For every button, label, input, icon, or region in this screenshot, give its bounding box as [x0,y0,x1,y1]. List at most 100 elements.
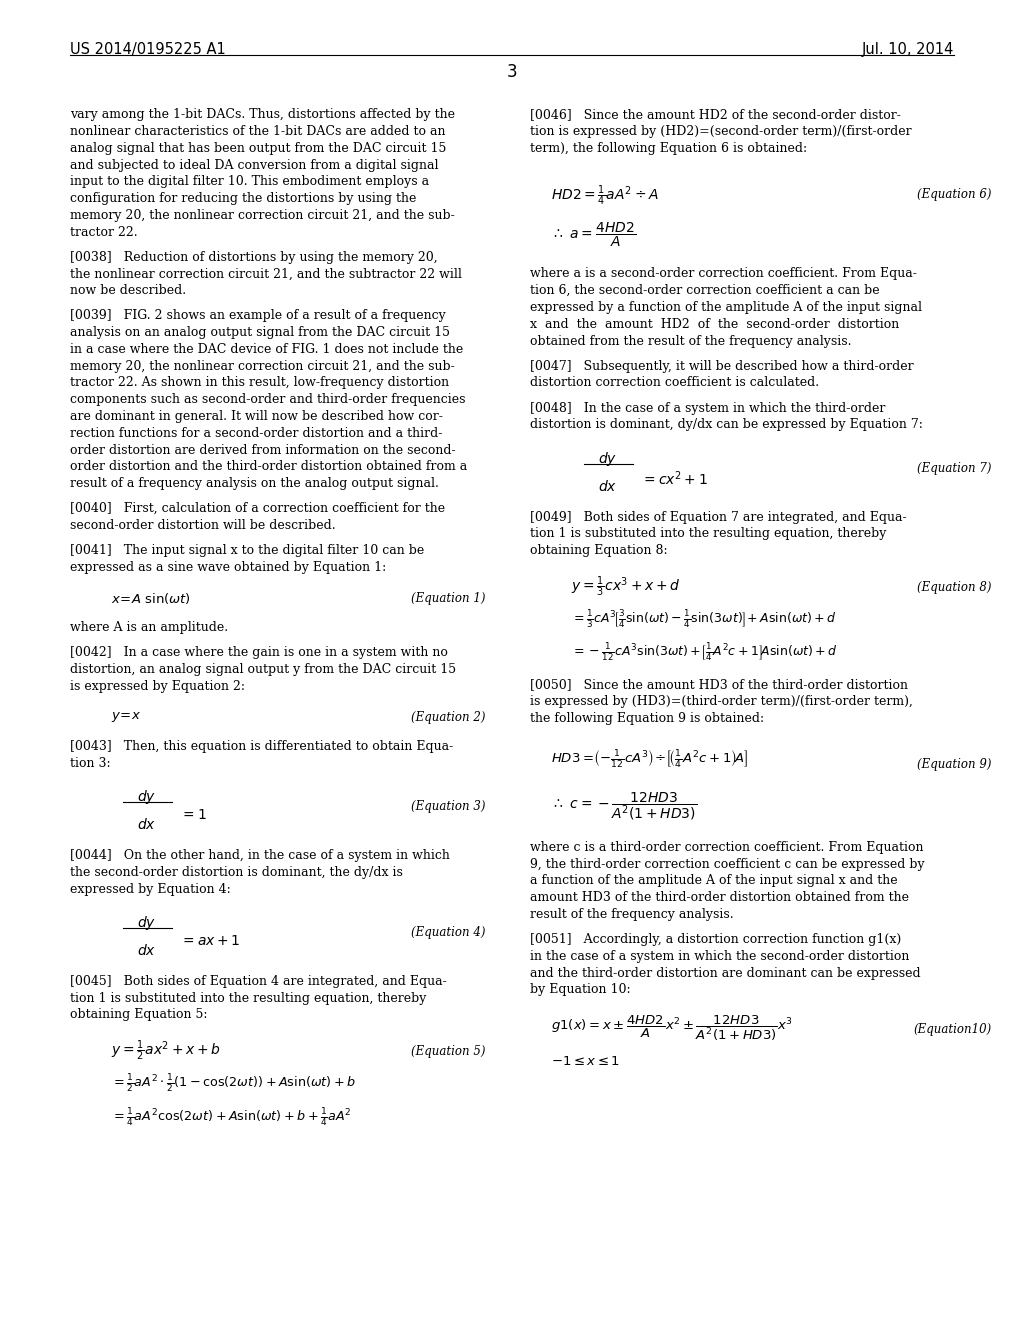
Text: $= cx^2 + 1$: $= cx^2 + 1$ [641,470,708,488]
Text: $dy$: $dy$ [598,450,616,467]
Text: by Equation 10:: by Equation 10: [530,983,631,997]
Text: $dy$: $dy$ [137,913,156,932]
Text: the following Equation 9 is obtained:: the following Equation 9 is obtained: [530,711,765,725]
Text: $= 1$: $= 1$ [180,808,207,822]
Text: and subjected to ideal DA conversion from a digital signal: and subjected to ideal DA conversion fro… [70,158,438,172]
Text: analysis on an analog output signal from the DAC circuit 15: analysis on an analog output signal from… [70,326,450,339]
Text: where c is a third-order correction coefficient. From Equation: where c is a third-order correction coef… [530,841,924,854]
Text: (Equation 2): (Equation 2) [411,711,485,725]
Text: $HD2 = \frac{1}{4}aA^{2} \div A$: $HD2 = \frac{1}{4}aA^{2} \div A$ [551,183,658,209]
Text: term), the following Equation 6 is obtained:: term), the following Equation 6 is obtai… [530,141,808,154]
Text: obtaining Equation 5:: obtaining Equation 5: [70,1008,207,1022]
Text: (Equation 1): (Equation 1) [411,593,485,606]
Text: tractor 22. As shown in this result, low-frequency distortion: tractor 22. As shown in this result, low… [70,376,449,389]
Text: obtaining Equation 8:: obtaining Equation 8: [530,544,668,557]
Text: distortion correction coefficient is calculated.: distortion correction coefficient is cal… [530,376,819,389]
Text: second-order distortion will be described.: second-order distortion will be describe… [70,519,335,532]
Text: tion 3:: tion 3: [70,756,111,770]
Text: $= ax + 1$: $= ax + 1$ [180,933,241,948]
Text: [0038]   Reduction of distortions by using the memory 20,: [0038] Reduction of distortions by using… [70,251,437,264]
Text: (Equation 9): (Equation 9) [916,758,991,771]
Text: a function of the amplitude A of the input signal x and the: a function of the amplitude A of the inp… [530,874,898,887]
Text: $= \frac{1}{3}cA^3\!\left[\frac{3}{4}\sin(\omega t) - \frac{1}{4}\sin(3\omega t): $= \frac{1}{3}cA^3\!\left[\frac{3}{4}\si… [571,607,838,630]
Text: $g1(x) = x \pm \dfrac{4HD2}{A}x^2 \pm \dfrac{12HD3}{A^2(1+HD3)}x^3$: $g1(x) = x \pm \dfrac{4HD2}{A}x^2 \pm \d… [551,1014,793,1043]
Text: memory 20, the nonlinear correction circuit 21, and the sub-: memory 20, the nonlinear correction circ… [70,209,455,222]
Text: are dominant in general. It will now be described how cor-: are dominant in general. It will now be … [70,411,442,422]
Text: [0046]   Since the amount HD2 of the second-order distor-: [0046] Since the amount HD2 of the secon… [530,108,901,121]
Text: nonlinear characteristics of the 1-bit DACs are added to an: nonlinear characteristics of the 1-bit D… [70,125,445,139]
Text: analog signal that has been output from the DAC circuit 15: analog signal that has been output from … [70,141,446,154]
Text: (Equation 7): (Equation 7) [916,462,991,475]
Text: [0040]   First, calculation of a correction coefficient for the: [0040] First, calculation of a correctio… [70,502,444,515]
Text: amount HD3 of the third-order distortion obtained from the: amount HD3 of the third-order distortion… [530,891,909,904]
Text: [0049]   Both sides of Equation 7 are integrated, and Equa-: [0049] Both sides of Equation 7 are inte… [530,511,907,524]
Text: [0045]   Both sides of Equation 4 are integrated, and Equa-: [0045] Both sides of Equation 4 are inte… [70,975,446,987]
Text: $= \frac{1}{2}aA^2 \cdot \frac{1}{2}(1 - \cos(2\omega t)) + A\sin(\omega t) + b$: $= \frac{1}{2}aA^2 \cdot \frac{1}{2}(1 -… [111,1072,355,1094]
Text: (Equation 4): (Equation 4) [411,927,485,939]
Text: expressed by Equation 4:: expressed by Equation 4: [70,883,230,896]
Text: US 2014/0195225 A1: US 2014/0195225 A1 [70,42,225,57]
Text: input to the digital filter 10. This embodiment employs a: input to the digital filter 10. This emb… [70,176,429,189]
Text: $dy$: $dy$ [137,788,156,807]
Text: tion 1 is substituted into the resulting equation, thereby: tion 1 is substituted into the resulting… [70,991,426,1005]
Text: $\therefore\ c = -\dfrac{12HD3}{A^2(1 + HD3)}$: $\therefore\ c = -\dfrac{12HD3}{A^2(1 + … [551,791,697,822]
Text: (Equation 3): (Equation 3) [411,800,485,813]
Text: $= -\frac{1}{12}cA^3\sin(3\omega t) + \!\left[\frac{1}{4}A^2c + 1\right]\!A\sin(: $= -\frac{1}{12}cA^3\sin(3\omega t) + \!… [571,642,838,663]
Text: vary among the 1-bit DACs. Thus, distortions affected by the: vary among the 1-bit DACs. Thus, distort… [70,108,455,121]
Text: is expressed by (HD3)=(third-order term)/(first-order term),: is expressed by (HD3)=(third-order term)… [530,696,913,708]
Text: tion 1 is substituted into the resulting equation, thereby: tion 1 is substituted into the resulting… [530,528,887,540]
Text: [0043]   Then, this equation is differentiated to obtain Equa-: [0043] Then, this equation is differenti… [70,741,453,754]
Text: 3: 3 [507,63,517,82]
Text: 9, the third-order correction coefficient c can be expressed by: 9, the third-order correction coefficien… [530,858,925,871]
Text: $-1 \leq x \leq 1$: $-1 \leq x \leq 1$ [551,1056,621,1068]
Text: the nonlinear correction circuit 21, and the subtractor 22 will: the nonlinear correction circuit 21, and… [70,268,462,280]
Text: [0042]   In a case where the gain is one in a system with no: [0042] In a case where the gain is one i… [70,647,447,660]
Text: $= \frac{1}{4}aA^2\cos(2\omega t) + A\sin(\omega t) + b + \frac{1}{4}aA^2$: $= \frac{1}{4}aA^2\cos(2\omega t) + A\si… [111,1106,351,1127]
Text: tractor 22.: tractor 22. [70,226,137,239]
Text: [0050]   Since the amount HD3 of the third-order distortion: [0050] Since the amount HD3 of the third… [530,678,908,692]
Text: [0041]   The input signal x to the digital filter 10 can be: [0041] The input signal x to the digital… [70,544,424,557]
Text: [0051]   Accordingly, a distortion correction function g1(x): [0051] Accordingly, a distortion correct… [530,933,902,946]
Text: distortion is dominant, dy/dx can be expressed by Equation 7:: distortion is dominant, dy/dx can be exp… [530,418,924,432]
Text: and the third-order distortion are dominant can be expressed: and the third-order distortion are domin… [530,966,921,979]
Text: expressed as a sine wave obtained by Equation 1:: expressed as a sine wave obtained by Equ… [70,561,386,574]
Text: obtained from the result of the frequency analysis.: obtained from the result of the frequenc… [530,334,852,347]
Text: (Equation 8): (Equation 8) [916,581,991,594]
Text: $y\!=\!x$: $y\!=\!x$ [111,710,140,725]
Text: $dx$: $dx$ [598,479,616,494]
Text: result of a frequency analysis on the analog output signal.: result of a frequency analysis on the an… [70,477,438,490]
Text: $y = \frac{1}{2}ax^2 + x + b$: $y = \frac{1}{2}ax^2 + x + b$ [111,1039,220,1063]
Text: [0048]   In the case of a system in which the third-order: [0048] In the case of a system in which … [530,401,886,414]
Text: $\therefore\ a = \dfrac{4HD2}{A}$: $\therefore\ a = \dfrac{4HD2}{A}$ [551,220,636,249]
Text: $dx$: $dx$ [137,817,156,833]
Text: memory 20, the nonlinear correction circuit 21, and the sub-: memory 20, the nonlinear correction circ… [70,360,455,372]
Text: $dx$: $dx$ [137,942,156,958]
Text: now be described.: now be described. [70,284,185,297]
Text: x  and  the  amount  HD2  of  the  second-order  distortion: x and the amount HD2 of the second-order… [530,318,900,331]
Text: result of the frequency analysis.: result of the frequency analysis. [530,908,734,921]
Text: (Equation 6): (Equation 6) [916,187,991,201]
Text: order distortion are derived from information on the second-: order distortion are derived from inform… [70,444,456,457]
Text: (Equation 5): (Equation 5) [411,1045,485,1059]
Text: order distortion and the third-order distortion obtained from a: order distortion and the third-order dis… [70,461,467,474]
Text: in the case of a system in which the second-order distortion: in the case of a system in which the sec… [530,950,909,962]
Text: (Equation10): (Equation10) [913,1023,991,1036]
Text: in a case where the DAC device of FIG. 1 does not include the: in a case where the DAC device of FIG. 1… [70,343,463,356]
Text: $HD3 = \!\left(-\frac{1}{12}cA^3\right)\!\div\!\left[\!\left(\frac{1}{4}A^2c + 1: $HD3 = \!\left(-\frac{1}{12}cA^3\right)\… [551,748,749,771]
Text: components such as second-order and third-order frequencies: components such as second-order and thir… [70,393,465,407]
Text: $x\!=\!A\ \mathrm{sin}(\omega t)$: $x\!=\!A\ \mathrm{sin}(\omega t)$ [111,591,190,606]
Text: where A is an amplitude.: where A is an amplitude. [70,622,227,634]
Text: rection functions for a second-order distortion and a third-: rection functions for a second-order dis… [70,426,442,440]
Text: Jul. 10, 2014: Jul. 10, 2014 [862,42,954,57]
Text: the second-order distortion is dominant, the dy/dx is: the second-order distortion is dominant,… [70,866,402,879]
Text: tion is expressed by (HD2)=(second-order term)/(first-order: tion is expressed by (HD2)=(second-order… [530,125,912,139]
Text: distortion, an analog signal output y from the DAC circuit 15: distortion, an analog signal output y fr… [70,663,456,676]
Text: [0044]   On the other hand, in the case of a system in which: [0044] On the other hand, in the case of… [70,849,450,862]
Text: expressed by a function of the amplitude A of the input signal: expressed by a function of the amplitude… [530,301,923,314]
Text: [0039]   FIG. 2 shows an example of a result of a frequency: [0039] FIG. 2 shows an example of a resu… [70,309,445,322]
Text: is expressed by Equation 2:: is expressed by Equation 2: [70,680,245,693]
Text: $y = \frac{1}{3}cx^3 + x + d$: $y = \frac{1}{3}cx^3 + x + d$ [571,574,681,598]
Text: [0047]   Subsequently, it will be described how a third-order: [0047] Subsequently, it will be describe… [530,360,914,372]
Text: where a is a second-order correction coefficient. From Equa-: where a is a second-order correction coe… [530,268,918,280]
Text: tion 6, the second-order correction coefficient a can be: tion 6, the second-order correction coef… [530,284,880,297]
